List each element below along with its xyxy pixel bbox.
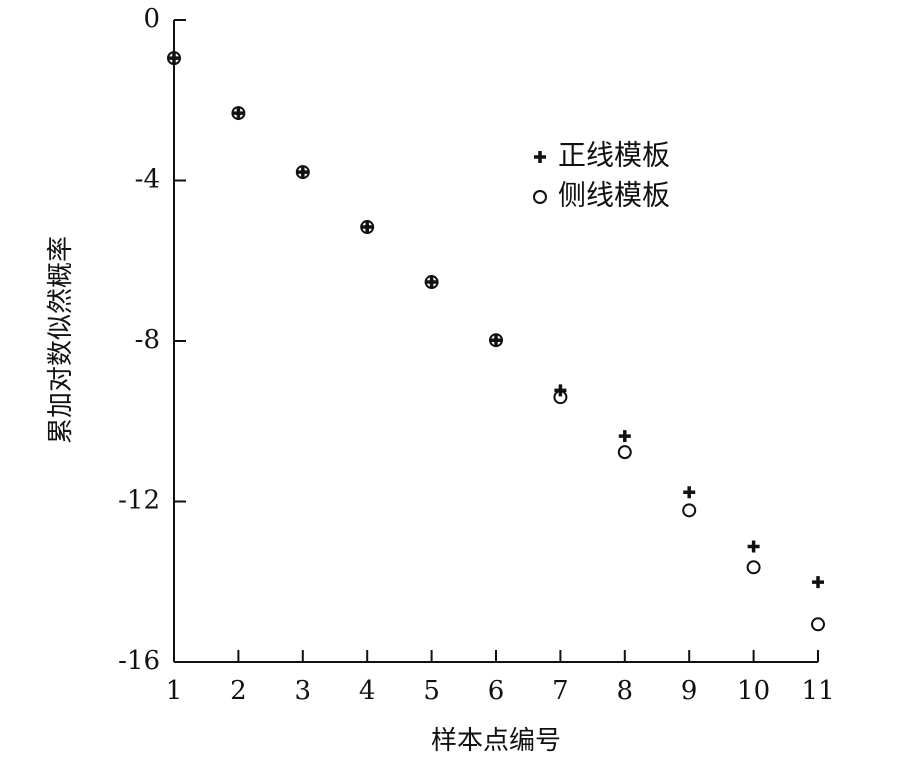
- x-tick-label: 2: [230, 676, 247, 706]
- y-axis-label: 累加对数似然概率: [46, 236, 76, 444]
- x-tick-label: 9: [681, 676, 698, 706]
- point: [168, 52, 180, 65]
- point: [618, 430, 631, 443]
- x-axis-label: 样本点编号: [431, 726, 561, 756]
- y-tick-label: -16: [118, 646, 160, 676]
- point: [361, 221, 374, 234]
- point: [617, 445, 632, 460]
- x-tick-label: 7: [552, 676, 569, 706]
- x-tick-label: 1: [166, 676, 183, 706]
- legend-marker: [534, 151, 546, 163]
- point: [811, 617, 825, 632]
- y-tick-label: -4: [135, 165, 160, 195]
- x-tick-label: 11: [801, 676, 834, 706]
- x-tick-label: 6: [488, 676, 505, 706]
- y-tick-label: -8: [135, 325, 160, 355]
- legend-label: 侧线模板: [558, 179, 670, 212]
- point: [232, 107, 245, 120]
- point: [747, 540, 760, 553]
- point: [682, 503, 697, 518]
- point: [746, 560, 761, 575]
- point: [683, 486, 696, 499]
- y-tick-label: 0: [143, 4, 160, 34]
- point: [812, 576, 824, 589]
- x-tick-label: 5: [423, 676, 440, 706]
- point: [554, 384, 567, 397]
- point: [425, 276, 438, 289]
- y-tick-label: -12: [118, 486, 160, 516]
- x-tick-label: 4: [359, 676, 376, 706]
- point: [296, 166, 309, 179]
- x-tick-label: 8: [617, 676, 634, 706]
- x-tick-label: 10: [737, 676, 770, 706]
- legend-label: 正线模板: [558, 139, 670, 172]
- legend-marker: [533, 190, 547, 204]
- x-tick-label: 3: [295, 676, 312, 706]
- point: [490, 334, 502, 347]
